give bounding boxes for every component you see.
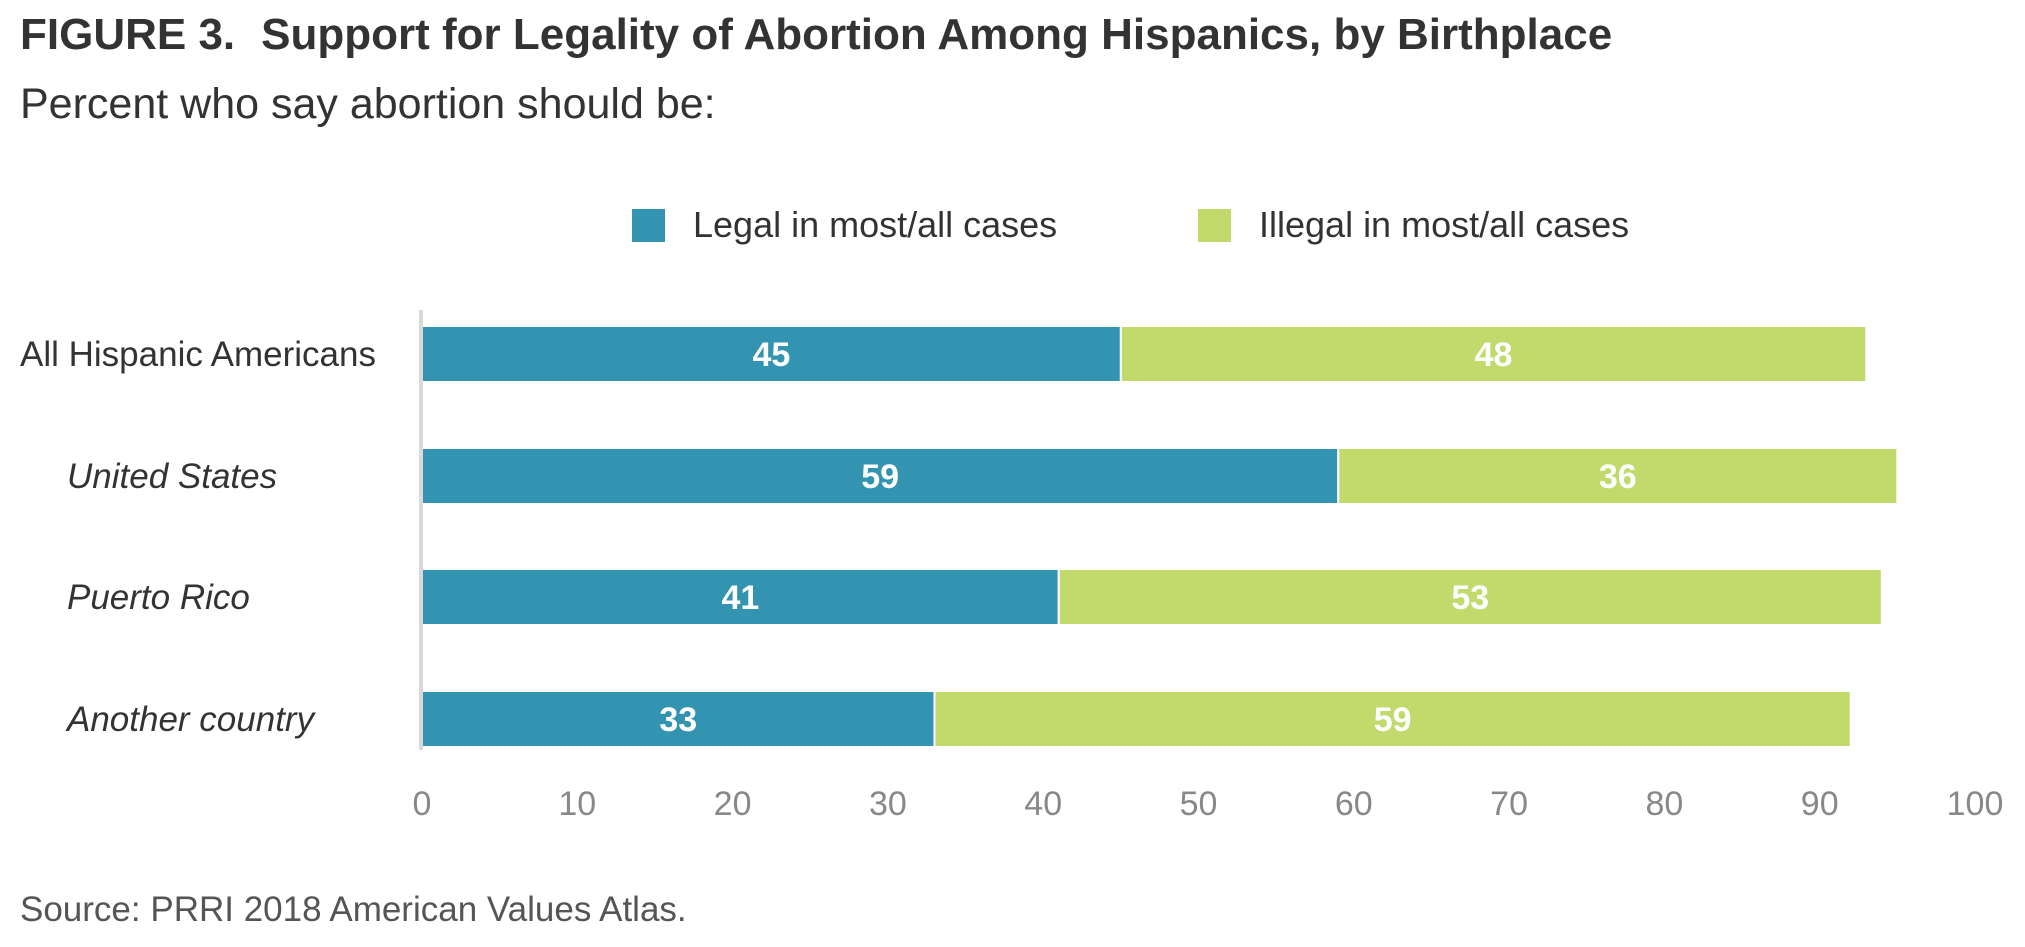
x-tick-label: 30 [869,785,907,823]
x-tick-label: 10 [558,785,596,823]
category-label: Another country [65,700,317,739]
bar-value-label: 59 [1374,701,1412,739]
category-label: Puerto Rico [67,578,250,617]
legend-swatch-illegal [1198,208,1231,242]
figure-number: FIGURE 3. [20,10,236,59]
bar-illegal [1337,447,1899,505]
legend-item-illegal: Illegal in most/all cases [1198,200,1629,250]
bar-illegal [1057,568,1883,626]
legend-label-legal: Legal in most/all cases [693,204,1058,245]
bar-value-label: 48 [1475,336,1513,374]
chart-title: Support for Legality of Abortion Among H… [261,10,1613,59]
stacked-bar-chart: All Hispanic Americans 45 48 United States 5… [20,310,2004,823]
bar-value-label: 36 [1599,458,1637,496]
x-tick-label: 40 [1024,785,1062,823]
legend-label-illegal: Illegal in most/all cases [1259,204,1630,245]
bar-legal [421,447,1340,505]
bar-illegal [1119,325,1868,383]
source-note: Source: PRRI 2018 American Values Atlas. [20,890,687,929]
chart-subtitle: Percent who say abortion should be: [20,80,716,128]
bar-value-label: 59 [861,458,899,496]
x-tick-label: 90 [1801,785,1839,823]
x-tick-label: 0 [413,785,432,823]
x-tick-label: 80 [1645,785,1683,823]
legend-item-legal: Legal in most/all cases [632,200,1057,250]
bar-illegal [933,690,1852,748]
figure-title: FIGURE 3. Support for Legality of Abortio… [20,10,1612,60]
legend-swatch-legal [632,208,665,242]
category-label: United States [67,457,277,496]
bar-value-label: 53 [1451,579,1489,617]
x-tick-label: 60 [1335,785,1373,823]
category-label: All Hispanic Americans [20,335,376,374]
bar-legal [421,568,1060,626]
x-tick-label: 50 [1180,785,1218,823]
x-tick-label: 70 [1490,785,1528,823]
x-tick-label: 100 [1947,785,2004,823]
x-tick-label: 20 [714,785,752,823]
bar-value-label: 33 [659,701,697,739]
legend: Legal in most/all cases Illegal in most/… [0,200,2025,250]
bar-value-label: 41 [721,579,759,617]
bar-value-label: 45 [753,336,791,374]
